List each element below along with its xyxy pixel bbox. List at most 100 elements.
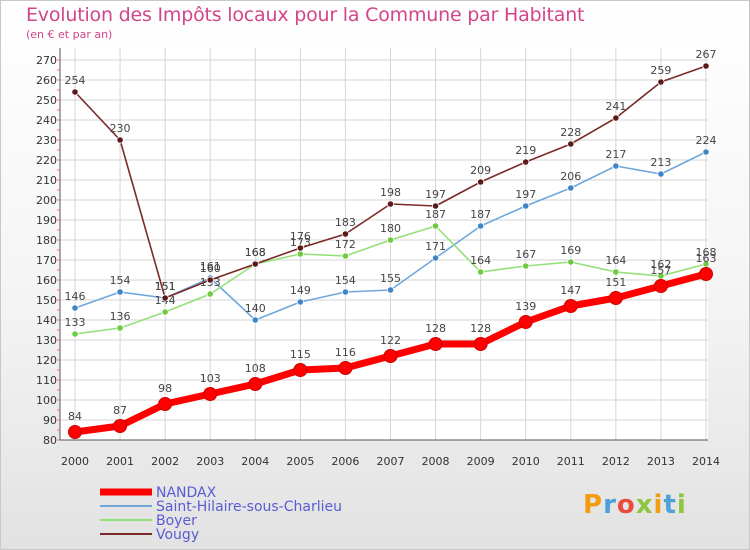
y-tick-label: 100 [36, 394, 57, 407]
data-point-saint-hilaire-sous-charlieu [702, 148, 710, 156]
data-label-saint-hilaire-sous-charlieu: 146 [65, 290, 86, 303]
logo-letter: i [676, 490, 687, 520]
data-label-boyer: 180 [380, 222, 401, 235]
data-point-vougy [341, 230, 350, 238]
x-tick-label: 2013 [647, 455, 675, 468]
data-point-nandax [68, 425, 82, 439]
data-point-saint-hilaire-sous-charlieu [657, 170, 665, 178]
chart-subtitle: (en € et par an) [26, 28, 113, 41]
data-label-saint-hilaire-sous-charlieu: 197 [515, 188, 536, 201]
y-tick-label: 200 [36, 194, 57, 207]
data-point-nandax [293, 363, 308, 377]
data-point-vougy [71, 88, 79, 96]
data-point-vougy [567, 140, 575, 148]
x-tick-label: 2000 [61, 455, 89, 468]
data-label-saint-hilaire-sous-charlieu: 224 [696, 134, 717, 147]
data-point-boyer [522, 262, 530, 270]
data-label-nandax: 128 [470, 322, 491, 335]
data-label-boyer: 133 [65, 316, 86, 329]
data-label-boyer: 169 [560, 244, 581, 257]
data-label-nandax: 151 [605, 276, 626, 289]
data-label-saint-hilaire-sous-charlieu: 206 [560, 170, 581, 183]
data-label-saint-hilaire-sous-charlieu: 154 [110, 274, 131, 287]
data-label-saint-hilaire-sous-charlieu: 217 [605, 148, 626, 161]
data-point-vougy [161, 294, 169, 302]
data-label-nandax: 115 [290, 348, 311, 361]
data-point-saint-hilaire-sous-charlieu [251, 316, 259, 324]
data-point-nandax [518, 315, 533, 329]
x-tick-label: 2002 [151, 455, 179, 468]
data-point-nandax [473, 337, 488, 351]
data-point-boyer [71, 330, 79, 338]
logo-letter: o [616, 490, 636, 520]
data-point-saint-hilaire-sous-charlieu [612, 162, 620, 170]
y-tick-label: 110 [36, 374, 57, 387]
data-point-saint-hilaire-sous-charlieu [386, 286, 395, 294]
data-label-boyer: 164 [605, 254, 626, 267]
data-label-nandax: 163 [696, 252, 717, 265]
logo-letter: r [603, 490, 617, 520]
y-tick-label: 130 [36, 334, 57, 347]
data-label-boyer: 136 [110, 310, 131, 323]
x-tick-label: 2004 [241, 455, 269, 468]
data-point-boyer [116, 324, 124, 332]
data-point-vougy [116, 136, 124, 144]
logo-letter: t [663, 490, 677, 520]
data-label-saint-hilaire-sous-charlieu: 154 [335, 274, 356, 287]
data-point-vougy [386, 200, 395, 208]
y-tick-label: 140 [36, 314, 57, 327]
legend-label-boyer: Boyer [156, 513, 197, 529]
data-point-nandax [428, 337, 443, 351]
data-label-boyer: 168 [245, 246, 266, 259]
data-point-boyer [161, 308, 169, 316]
y-tick-label: 150 [36, 294, 57, 307]
x-tick-label: 2003 [196, 455, 224, 468]
legend-label-vougy: Vougy [156, 527, 199, 543]
data-label-nandax: 103 [200, 372, 221, 385]
y-tick-label: 160 [36, 274, 57, 287]
data-label-vougy: 267 [696, 48, 717, 61]
data-label-saint-hilaire-sous-charlieu: 149 [290, 284, 311, 297]
data-label-boyer: 172 [335, 238, 356, 251]
logo-letter: P [583, 490, 604, 520]
data-label-saint-hilaire-sous-charlieu: 151 [155, 280, 176, 293]
data-point-boyer [341, 252, 350, 260]
data-point-vougy [477, 178, 485, 186]
data-label-vougy: 160 [200, 262, 221, 275]
data-point-saint-hilaire-sous-charlieu [431, 254, 440, 262]
data-label-nandax: 116 [335, 346, 356, 359]
data-label-saint-hilaire-sous-charlieu: 161 [200, 260, 221, 273]
data-point-vougy [251, 260, 259, 268]
data-label-saint-hilaire-sous-charlieu: 140 [245, 302, 266, 315]
data-point-vougy [431, 202, 440, 210]
data-label-saint-hilaire-sous-charlieu: 187 [470, 208, 491, 221]
data-point-boyer [431, 222, 440, 230]
data-point-vougy [612, 114, 620, 122]
data-label-vougy: 241 [605, 100, 626, 113]
data-label-saint-hilaire-sous-charlieu: 213 [650, 156, 671, 169]
data-point-nandax [248, 377, 263, 391]
data-point-boyer [296, 250, 304, 258]
plot-area [60, 48, 708, 440]
y-tick-label: 270 [36, 54, 57, 67]
data-point-nandax [699, 267, 713, 281]
legend-label-saint-hilaire-sous-charlieu: Saint-Hilaire-sous-Charlieu [156, 499, 342, 515]
x-tick-label: 2012 [602, 455, 630, 468]
data-label-vougy: 230 [110, 122, 131, 135]
x-tick-label: 2009 [467, 455, 495, 468]
data-label-boyer: 168 [696, 246, 717, 259]
data-point-boyer [206, 290, 214, 298]
y-tick-label: 230 [36, 134, 57, 147]
y-tick-label: 240 [36, 114, 57, 127]
data-label-vougy: 197 [425, 188, 446, 201]
x-tick-label: 2011 [557, 455, 585, 468]
data-point-nandax [203, 387, 218, 401]
logo-letter: i [653, 490, 664, 520]
data-label-nandax: 122 [380, 334, 401, 347]
data-point-boyer [386, 236, 395, 244]
y-tick-label: 170 [36, 254, 57, 267]
data-point-vougy [206, 276, 214, 284]
data-point-nandax [113, 419, 128, 433]
y-tick-label: 210 [36, 174, 57, 187]
x-tick-label: 2008 [422, 455, 450, 468]
